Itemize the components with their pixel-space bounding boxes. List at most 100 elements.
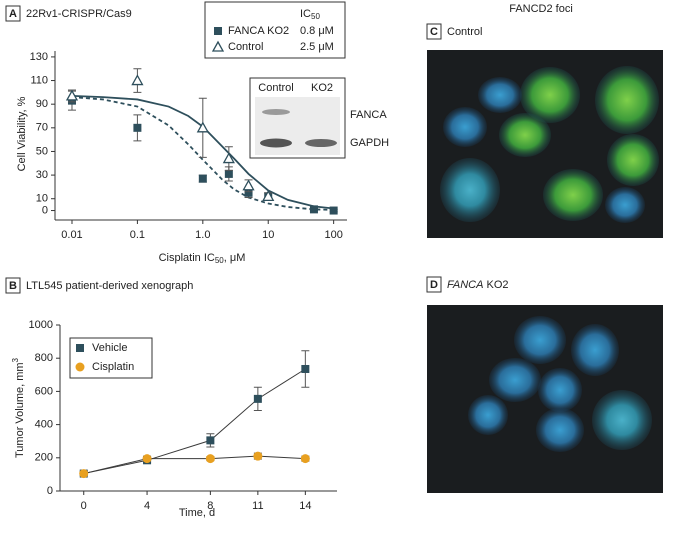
x-tick-label: 14 xyxy=(299,500,311,512)
panel-letter-box xyxy=(5,5,21,22)
y-tick-label: 400 xyxy=(35,419,53,431)
legend-title: IC50 xyxy=(300,8,320,21)
inset-row: GAPDH xyxy=(350,137,389,149)
y-label-sup: 3 xyxy=(11,357,20,362)
series-line xyxy=(83,455,306,475)
title-gene: FANCA xyxy=(447,279,483,291)
legend-value: 2.5 μM xyxy=(300,41,334,53)
fit-curve xyxy=(71,96,334,211)
inset-column: Control xyxy=(258,82,293,94)
marker xyxy=(206,436,215,445)
legend-label: Vehicle xyxy=(92,342,127,354)
marker xyxy=(300,454,310,464)
inset-row: FANCA xyxy=(350,109,387,121)
y-tick-label: 800 xyxy=(35,352,53,364)
marker xyxy=(253,394,262,403)
micrograph-ko xyxy=(427,305,663,493)
marker xyxy=(253,451,263,461)
images-header: FANCD2 foci xyxy=(509,3,573,15)
marker xyxy=(224,169,233,178)
panel-letter-box xyxy=(5,277,21,294)
y-tick-label: 10 xyxy=(36,193,48,205)
inset-column: KO2 xyxy=(311,82,333,94)
marker xyxy=(262,190,275,202)
cell xyxy=(595,66,659,134)
cell xyxy=(489,358,541,402)
panel-title: FANCA KO2 xyxy=(447,279,509,291)
x-tick-label: 8 xyxy=(207,500,213,512)
y-tick-label: 30 xyxy=(36,169,48,181)
x-tick-label: 0.1 xyxy=(130,229,145,241)
x-tick-label: 10 xyxy=(262,229,274,241)
legend-title-sub: 50 xyxy=(311,12,320,21)
y-tick-label: 110 xyxy=(30,74,48,86)
x-tick-label: 0 xyxy=(81,500,87,512)
legend-marker xyxy=(214,27,222,35)
marker xyxy=(222,152,235,164)
y-axis-label: Tumor Volume, mm3 xyxy=(11,357,26,458)
marker xyxy=(242,179,255,191)
panel-title: LTL545 patient-derived xenograph xyxy=(26,280,193,292)
panel-letter-box xyxy=(426,276,442,293)
marker xyxy=(131,74,144,86)
x-tick-label: 11 xyxy=(252,500,263,512)
marker xyxy=(79,469,89,479)
panel-letter: C xyxy=(430,26,438,38)
cell xyxy=(514,316,566,364)
legend-label: FANCA KO2 xyxy=(228,25,289,37)
panel-title: Control xyxy=(447,26,482,38)
y-tick-label: 1000 xyxy=(29,319,53,331)
legend-box xyxy=(204,1,346,59)
micrograph-control xyxy=(427,50,663,238)
fit-curve xyxy=(71,95,334,210)
x-label-sub: 50 xyxy=(215,256,224,265)
x-tick-label: 100 xyxy=(324,229,342,241)
cell xyxy=(443,107,487,147)
x-label-unit: , μM xyxy=(224,252,246,264)
y-tick-label: 600 xyxy=(35,385,53,397)
cell xyxy=(538,368,582,412)
y-tick-label: 0 xyxy=(42,204,48,216)
blot-band xyxy=(305,139,337,147)
y-tick-label: 90 xyxy=(36,98,48,110)
cell xyxy=(592,390,652,450)
y-tick-label: 130 xyxy=(30,51,48,63)
x-axis-label: Cisplatin IC50, μM xyxy=(159,252,246,265)
marker xyxy=(142,454,152,464)
cell xyxy=(520,67,580,123)
y-tick-label: 50 xyxy=(36,145,48,157)
marker xyxy=(301,364,310,373)
cell xyxy=(499,113,551,157)
marker xyxy=(65,89,79,101)
panel-letter-box xyxy=(426,23,442,40)
blot-band xyxy=(262,109,290,115)
marker xyxy=(198,174,207,183)
cell xyxy=(605,187,645,223)
y-label-main: Tumor Volume, mm xyxy=(14,362,26,458)
y-tick-label: 0 xyxy=(47,485,53,497)
cell xyxy=(468,395,508,435)
title-rest: KO2 xyxy=(483,279,508,291)
marker xyxy=(196,121,209,133)
y-axis-label: Cell Viability, % xyxy=(16,96,28,171)
panel-letter: A xyxy=(9,8,17,20)
x-label-main: Cisplatin IC xyxy=(159,252,215,264)
marker xyxy=(309,205,318,214)
x-axis-label: Time, d xyxy=(179,507,215,519)
legend-marker xyxy=(211,40,225,52)
marker xyxy=(244,188,253,197)
x-tick-label: 1.0 xyxy=(195,229,210,241)
y-tick-label: 200 xyxy=(35,452,53,464)
marker xyxy=(133,123,142,132)
cell xyxy=(607,134,659,186)
blot-band xyxy=(260,138,292,148)
legend-label: Cisplatin xyxy=(92,361,134,373)
panel-letter: D xyxy=(430,279,438,291)
legend-label: Control xyxy=(228,41,263,53)
panel-letter: B xyxy=(9,280,17,292)
cell xyxy=(478,77,522,113)
marker xyxy=(205,454,215,464)
x-tick-label: 0.01 xyxy=(61,229,82,241)
x-tick-label: 4 xyxy=(144,500,150,512)
cell xyxy=(571,324,619,376)
